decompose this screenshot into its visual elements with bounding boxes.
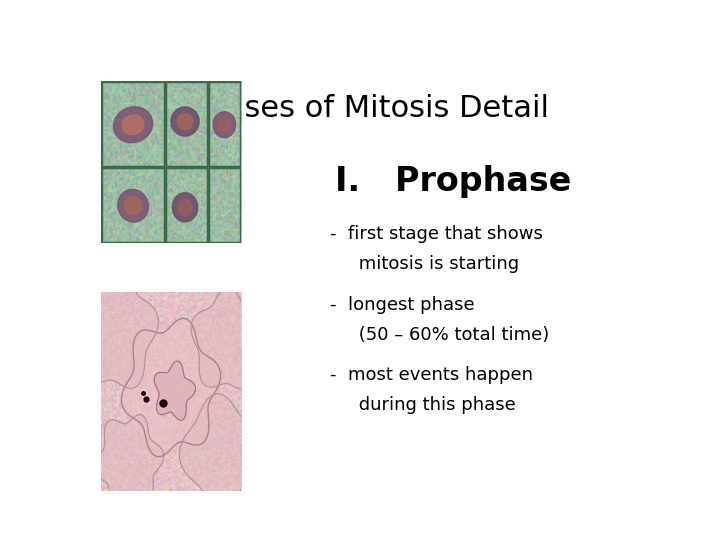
Text: -  longest phase: - longest phase — [330, 295, 474, 314]
Polygon shape — [179, 394, 261, 509]
Polygon shape — [218, 118, 230, 132]
Polygon shape — [154, 361, 195, 420]
Text: I.   Prophase: I. Prophase — [335, 165, 571, 198]
Polygon shape — [125, 197, 142, 215]
Text: -  most events happen: - most events happen — [330, 366, 533, 384]
Text: (50 – 60% total time): (50 – 60% total time) — [330, 326, 549, 343]
Text: during this phase: during this phase — [330, 396, 516, 414]
Polygon shape — [114, 107, 153, 143]
Polygon shape — [122, 319, 220, 457]
Polygon shape — [178, 199, 192, 215]
Polygon shape — [172, 193, 198, 222]
Polygon shape — [171, 107, 199, 136]
Polygon shape — [94, 415, 163, 508]
Polygon shape — [73, 269, 158, 388]
Polygon shape — [213, 112, 235, 138]
Polygon shape — [191, 288, 264, 389]
Polygon shape — [122, 115, 144, 134]
Text: -  first stage that shows: - first stage that shows — [330, 225, 543, 243]
Text: Phases of Mitosis Detail: Phases of Mitosis Detail — [189, 94, 549, 123]
Text: mitosis is starting: mitosis is starting — [330, 255, 519, 273]
Polygon shape — [177, 113, 193, 130]
Polygon shape — [118, 190, 148, 222]
